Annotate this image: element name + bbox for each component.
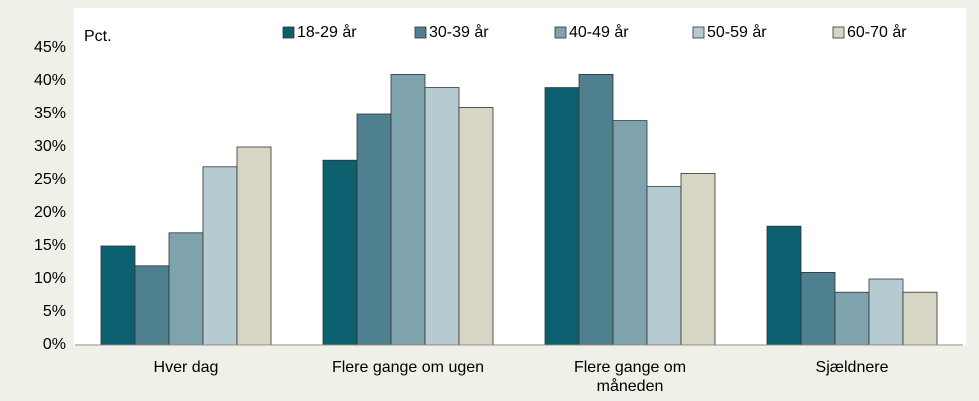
legend-swatch [282, 26, 295, 39]
x-tick-label: Flere gange om måneden [573, 359, 687, 395]
y-tick-label: 15% [34, 237, 66, 254]
bar [424, 87, 460, 346]
y-tick-label: 30% [34, 138, 66, 155]
bar [390, 74, 426, 346]
legend-label: 60-70 år [847, 23, 907, 41]
legend-swatch [554, 26, 567, 39]
bar [322, 159, 358, 346]
legend-swatch [414, 26, 427, 39]
y-tick-label: 25% [34, 171, 66, 188]
bar [766, 225, 802, 346]
y-tick-label: 20% [34, 204, 66, 221]
bar [168, 232, 204, 346]
bar [458, 107, 494, 346]
bar [868, 278, 904, 346]
legend-swatch [692, 26, 705, 39]
bar [100, 245, 136, 346]
x-tick-label: Flere gange om ugen [331, 359, 485, 376]
bar [612, 120, 648, 346]
bar [202, 166, 238, 346]
bar [236, 146, 272, 346]
bar [134, 265, 170, 346]
legend-label: 50-59 år [707, 23, 767, 41]
y-tick-label: 35% [34, 105, 66, 122]
bar [800, 271, 836, 346]
y-tick-label: 5% [43, 303, 66, 320]
y-tick-label: 45% [34, 39, 66, 56]
bar [834, 291, 870, 346]
legend-label: 18-29 år [297, 23, 357, 41]
legend-swatch [832, 26, 845, 39]
x-tick-label: Sjældnere [815, 359, 889, 376]
bar [646, 186, 682, 346]
y-tick-label: 0% [43, 336, 66, 353]
y-axis-label: Pct. [84, 28, 112, 45]
bar [578, 74, 614, 346]
bar [680, 172, 716, 346]
legend-label: 30-39 år [429, 23, 489, 41]
bar [902, 291, 938, 346]
y-tick-label: 10% [34, 270, 66, 287]
bar [356, 113, 392, 346]
bar [544, 87, 580, 346]
legend-label: 40-49 år [569, 23, 629, 41]
x-tick-label: Hver dag [153, 359, 219, 376]
y-tick-label: 40% [34, 72, 66, 89]
